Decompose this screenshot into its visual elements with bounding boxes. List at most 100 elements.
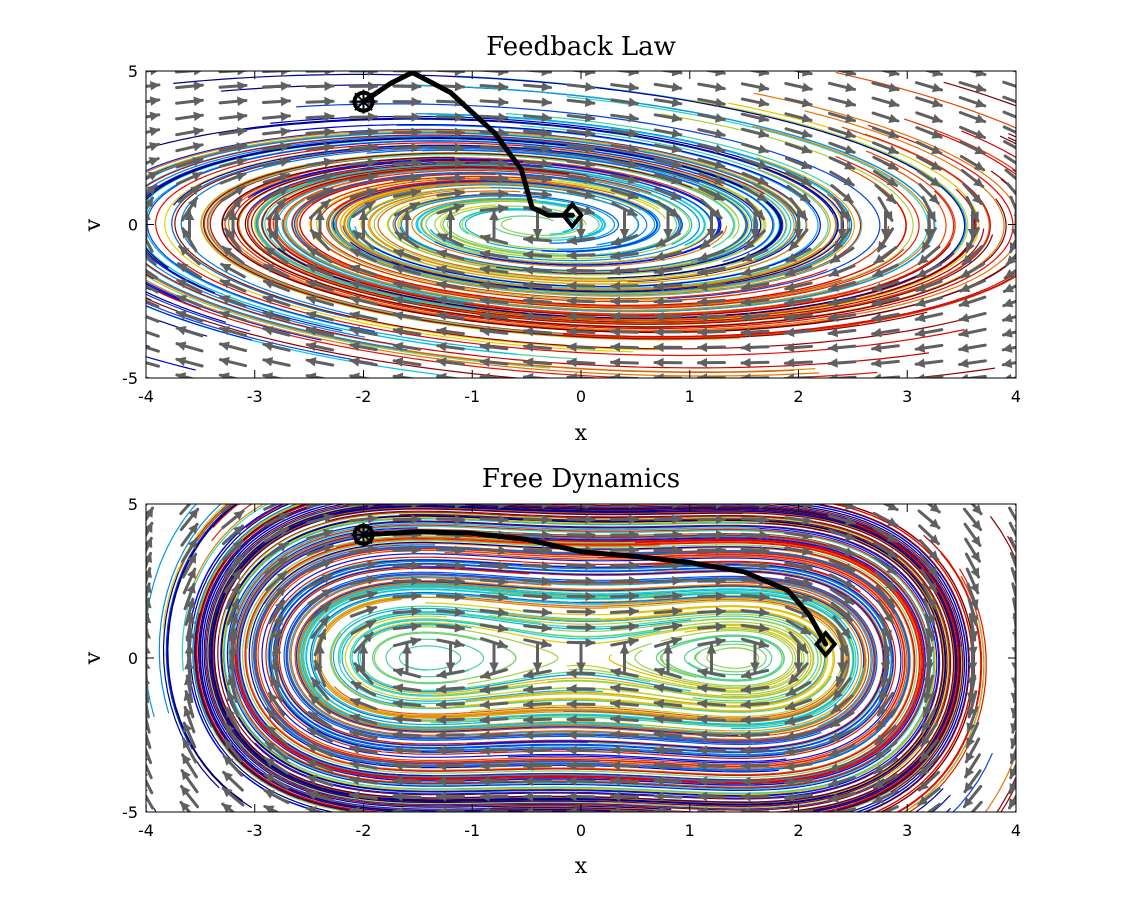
streamline <box>185 504 265 606</box>
vector-arrowhead <box>930 161 942 170</box>
vector-arrowhead <box>498 97 509 107</box>
vector-arrowhead <box>147 171 159 181</box>
vector-arrowhead <box>498 592 509 602</box>
vector-arrowhead <box>974 129 986 139</box>
vector-arrowhead <box>480 249 491 260</box>
vector-arrowhead <box>498 189 509 199</box>
vector-arrowhead <box>225 228 235 239</box>
vector-arrowhead <box>272 628 283 640</box>
vector-arrowhead <box>887 504 899 511</box>
vector-arrowhead <box>436 776 446 787</box>
streamline <box>250 163 985 323</box>
vector-arrowhead <box>280 142 291 152</box>
vector-arrowhead <box>750 662 760 673</box>
vector-arrowhead <box>576 229 586 239</box>
feedback-law-x-label: x <box>575 421 588 446</box>
streamline <box>199 506 957 812</box>
vector-arrowhead <box>367 157 378 168</box>
vector-arrowhead <box>146 522 153 534</box>
vector-arrowhead <box>454 576 465 587</box>
vector-arrowhead <box>358 643 369 654</box>
vector-arrowhead <box>267 228 278 240</box>
vector-arrowhead <box>958 328 970 338</box>
vector-arrowhead <box>741 266 752 277</box>
vector-arrowhead <box>489 210 499 220</box>
vector-arrowhead <box>963 796 974 808</box>
vector-arrowhead <box>784 731 796 741</box>
vector-arrowhead <box>349 729 361 739</box>
vector-arrowhead <box>628 159 639 169</box>
vector-arrowhead <box>307 728 319 738</box>
streamline <box>418 626 559 685</box>
vector-arrowhead <box>393 249 405 259</box>
vector-arrowhead <box>566 250 577 261</box>
vector-arrowhead <box>402 643 412 654</box>
vector-arrowhead <box>619 229 630 239</box>
vector-arrowhead <box>757 159 769 170</box>
streamline <box>244 538 921 781</box>
vector-arrowhead <box>266 725 277 736</box>
vector-arrowhead <box>958 343 969 353</box>
vector-arrowhead <box>523 730 534 740</box>
vector-arrowhead <box>445 662 456 673</box>
streamline <box>198 504 304 614</box>
vector-arrow <box>1010 567 1016 586</box>
vector-arrowhead <box>541 622 552 633</box>
vector-arrowhead <box>392 791 403 802</box>
vector-arrowhead <box>566 699 577 709</box>
vector-arrowhead <box>541 189 552 200</box>
vector-arrowhead <box>436 684 447 694</box>
vector-arrowhead <box>368 71 378 76</box>
streamline <box>146 284 201 310</box>
vector-arrowhead <box>454 545 465 556</box>
vector-arrow <box>1006 182 1016 197</box>
vector-arrow <box>146 676 150 704</box>
vector-arrowhead <box>697 714 708 725</box>
streamline <box>634 630 794 687</box>
x-tick-label: -1 <box>464 387 480 406</box>
vector-arrow <box>146 777 154 795</box>
vector-arrowhead <box>628 128 639 138</box>
feedback-law-trajectory-group <box>351 71 584 230</box>
free-dynamics-trajectory-group <box>351 522 838 659</box>
vector-arrowhead <box>697 342 708 353</box>
vector-arrowhead <box>566 745 577 756</box>
vector-arrowhead <box>280 127 291 137</box>
end-marker <box>560 201 584 230</box>
vector-arrowhead <box>262 357 274 367</box>
vector-arrowhead <box>714 144 726 154</box>
streamline <box>424 602 834 712</box>
vector-arrow <box>146 330 160 338</box>
vector-arrowhead <box>971 535 981 547</box>
vector-arrowhead <box>740 761 751 771</box>
streamline <box>984 576 1016 812</box>
vector-arrowhead <box>873 764 885 774</box>
vector-arrowhead <box>232 539 243 551</box>
vector-arrowhead <box>1010 692 1016 703</box>
streamline <box>146 291 227 323</box>
streamline <box>694 643 767 673</box>
vector-arrowhead <box>358 210 369 220</box>
vector-arrowhead <box>262 326 274 336</box>
vector-arrowhead <box>523 669 535 679</box>
streamline <box>146 131 796 373</box>
vector-arrowhead <box>610 776 621 786</box>
vector-arrowhead <box>801 113 813 123</box>
vector-arrowhead <box>758 97 769 108</box>
vector-arrowhead <box>970 567 980 579</box>
streamline <box>224 157 837 332</box>
streamline <box>146 806 148 809</box>
vector-arrowhead <box>917 373 925 378</box>
vector-arrowhead <box>479 280 491 291</box>
vector-arrowhead <box>1020 69 1029 77</box>
vector-arrowhead <box>1006 255 1016 266</box>
vector-arrowhead <box>454 173 465 184</box>
vector-arrow <box>1009 551 1016 570</box>
vector-arrowhead <box>367 112 378 122</box>
vector-arrowhead <box>411 606 422 617</box>
vector-arrowhead <box>655 237 667 247</box>
vector-arrowhead <box>146 248 147 249</box>
vector-arrowhead <box>827 358 838 368</box>
streamline <box>164 144 763 353</box>
vector-arrowhead <box>716 504 726 509</box>
